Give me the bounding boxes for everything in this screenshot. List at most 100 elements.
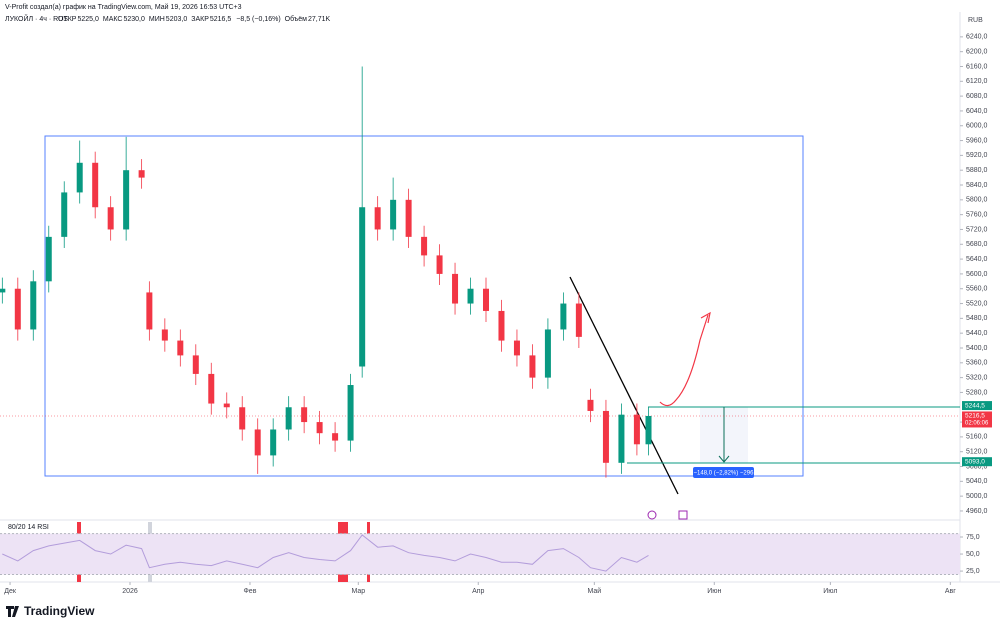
legend-value: −8,5 (−0,16%) xyxy=(236,16,280,23)
candle-body xyxy=(560,303,567,330)
candle-body xyxy=(602,410,609,463)
price-tag-label: 5216,5 xyxy=(965,413,985,420)
candle-body xyxy=(301,407,308,423)
rsi-tick-label: 50,0 xyxy=(966,551,980,558)
y-tick-label: 6040,0 xyxy=(966,108,988,115)
brand: TradingView xyxy=(24,604,95,618)
candle-body xyxy=(405,199,412,237)
price-tag xyxy=(962,411,992,428)
legend-label: МИН xyxy=(149,16,165,23)
y-tick-label: 5680,0 xyxy=(966,241,988,248)
price-tag-timer: 02:06:06 xyxy=(965,421,989,427)
candle-body xyxy=(61,192,68,237)
candle-body xyxy=(587,399,594,411)
legend-value: 27,71K xyxy=(308,16,331,23)
y-tick-label: 5720,0 xyxy=(966,226,988,233)
candle-body xyxy=(421,236,428,256)
candle-body xyxy=(482,288,489,311)
legend-label: МАКС xyxy=(103,16,123,23)
candle-body xyxy=(192,355,199,374)
y-tick-label: 5080,0 xyxy=(966,463,988,470)
rsi-title: 80/20 14 RSI xyxy=(8,524,49,531)
candle-body xyxy=(374,207,381,230)
legend-label: ОТКР xyxy=(58,16,77,23)
price-tag xyxy=(962,401,992,411)
currency: RUB xyxy=(968,17,983,24)
candle-body xyxy=(390,199,397,230)
candle-body xyxy=(645,415,652,445)
y-tick-label: 5760,0 xyxy=(966,211,988,218)
x-tick-label: Май xyxy=(587,587,601,595)
y-tick-label: 6120,0 xyxy=(966,78,988,85)
x-tick-label: Дек xyxy=(4,588,17,595)
brand-logo xyxy=(6,606,19,617)
candle-body xyxy=(285,407,292,430)
event-icon[interactable] xyxy=(647,510,657,520)
y-tick-label: 6000,0 xyxy=(966,123,988,130)
candle-body xyxy=(223,403,230,408)
y-tick-label: 5520,0 xyxy=(966,300,988,307)
candle-body xyxy=(254,429,261,456)
candle-body xyxy=(544,329,551,378)
y-tick-label: 6200,0 xyxy=(966,49,988,56)
y-tick-label: 5640,0 xyxy=(966,256,988,263)
candle-body xyxy=(618,414,625,463)
x-tick-label: Апр xyxy=(472,588,484,595)
candle-body xyxy=(14,288,21,330)
y-tick-label: 5880,0 xyxy=(966,167,988,174)
candle-body xyxy=(107,207,114,230)
candle-body xyxy=(332,433,339,441)
x-tick-label: 2026 xyxy=(122,588,138,595)
candle-body xyxy=(76,162,83,193)
price-tag-label: 5093,0 xyxy=(965,458,985,465)
y-tick-label: 5320,0 xyxy=(966,374,988,381)
y-tick-label: 5000,0 xyxy=(966,493,988,500)
price-tag xyxy=(962,457,992,467)
y-tick-label: 6080,0 xyxy=(966,93,988,100)
trend-line[interactable] xyxy=(569,276,679,495)
candle-body xyxy=(359,207,366,367)
y-tick-label: 5800,0 xyxy=(966,197,988,204)
legend-value: 5230,0 xyxy=(123,16,145,23)
candle-body xyxy=(347,385,354,441)
candle-body xyxy=(45,236,52,282)
forecast-arrow[interactable] xyxy=(659,314,709,407)
candle-body xyxy=(161,329,168,341)
y-tick-label: 6240,0 xyxy=(966,34,988,41)
y-tick-label: 5040,0 xyxy=(966,478,988,485)
rsi-line xyxy=(2,534,649,572)
y-tick-label: 5160,0 xyxy=(966,434,988,441)
candle-body xyxy=(436,255,443,274)
x-tick-label: Мар xyxy=(351,588,365,595)
measure-box xyxy=(693,467,754,478)
y-tick-label: 5360,0 xyxy=(966,360,988,367)
y-tick-label: 5920,0 xyxy=(966,152,988,159)
candle-body xyxy=(208,373,215,404)
candle-body xyxy=(498,310,505,341)
candle-body xyxy=(30,281,37,330)
y-tick-label: 5280,0 xyxy=(966,389,988,396)
candle-body xyxy=(529,355,536,378)
candle-body xyxy=(123,170,130,230)
rsi-band xyxy=(0,533,960,575)
legend-value: 5225,0 xyxy=(77,16,99,23)
x-tick-label: Фев xyxy=(243,588,256,595)
y-tick-label: 5960,0 xyxy=(966,137,988,144)
candle-body xyxy=(0,288,6,293)
y-tick-label: 4960,0 xyxy=(966,508,988,515)
measure-arrow-head xyxy=(718,455,730,463)
range-box[interactable] xyxy=(44,135,804,477)
x-tick-label: Июл xyxy=(823,588,837,595)
legend-value: 5216,5 xyxy=(210,16,232,23)
candle-body xyxy=(513,340,520,356)
header: V-Profit создал(а) график на TradingView… xyxy=(5,3,242,11)
x-tick-label: Июн xyxy=(707,588,721,595)
y-tick-label: 5400,0 xyxy=(966,345,988,352)
candle-body xyxy=(92,162,99,208)
y-tick-label: 6160,0 xyxy=(966,63,988,70)
event-icon[interactable] xyxy=(678,510,688,520)
symbol: ЛУКОЙЛ · 4ч · RUS xyxy=(5,14,68,23)
candle-body xyxy=(467,288,474,304)
measure-label: −148,0 (−2,82%) −296 xyxy=(694,471,755,477)
candle-body xyxy=(270,429,277,456)
